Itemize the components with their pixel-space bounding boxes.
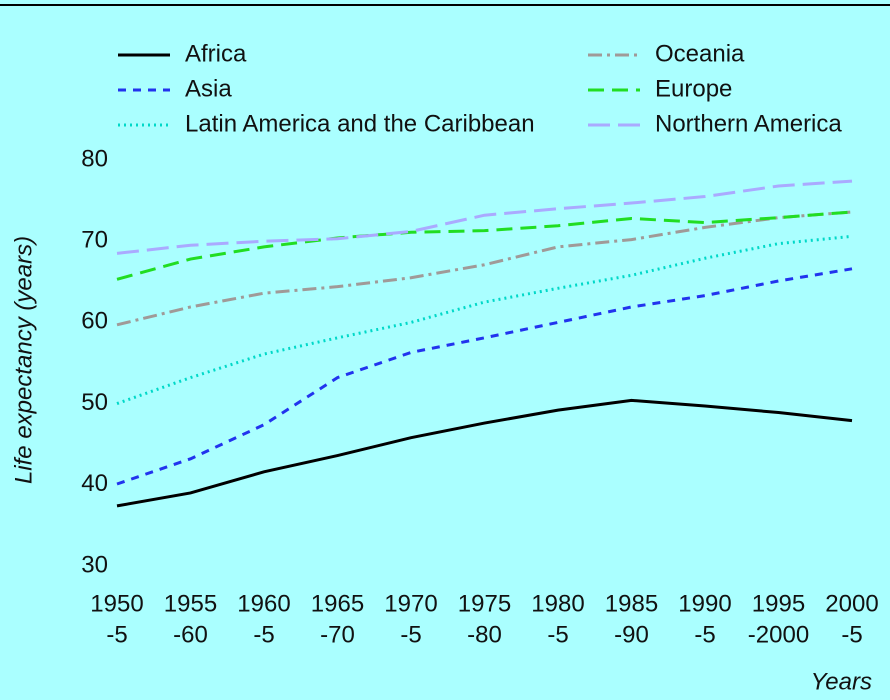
x-tick-label: 1970	[384, 590, 437, 617]
x-tick-label: -90	[614, 621, 649, 648]
legend-label: Oceania	[655, 40, 745, 67]
y-tick-label: 80	[81, 145, 108, 172]
x-tick-label: -5	[106, 621, 127, 648]
series-line	[116, 234, 853, 406]
x-tick-label: 2000	[825, 590, 878, 617]
x-tick-label: -70	[320, 621, 355, 648]
series-line	[116, 398, 853, 508]
y-tick-label: 30	[81, 551, 108, 578]
series-line	[116, 210, 853, 327]
legend-label: Europe	[655, 75, 732, 102]
x-tick-label: -60	[173, 621, 208, 648]
x-tick-label: -5	[253, 621, 274, 648]
series-line	[116, 267, 853, 486]
x-tick-label: 1960	[237, 590, 290, 617]
legend-label: Africa	[185, 40, 247, 67]
x-tick-label: 1955	[164, 590, 217, 617]
x-tick-label: 1990	[678, 590, 731, 617]
y-tick-label: 70	[81, 227, 108, 254]
legend-label: Asia	[185, 75, 232, 102]
x-tick-label: -5	[841, 621, 862, 648]
y-tick-label: 60	[81, 308, 108, 335]
y-tick-label: 40	[81, 470, 108, 497]
x-tick-label: 1985	[605, 590, 658, 617]
x-tick-label: -5	[694, 621, 715, 648]
y-tick-label: 50	[81, 389, 108, 416]
x-tick-label: -5	[400, 621, 421, 648]
x-tick-label: -2000	[748, 621, 809, 648]
legend-label: Latin America and the Caribbean	[185, 110, 535, 137]
y-axis-label: Life expectancy (years)	[10, 236, 37, 484]
x-tick-label: -80	[467, 621, 502, 648]
x-tick-label: 1995	[752, 590, 805, 617]
series-line	[116, 179, 853, 255]
x-tick-label: 1950	[90, 590, 143, 617]
x-tick-label: 1965	[311, 590, 364, 617]
x-axis-label: Years	[811, 668, 872, 695]
x-tick-label: 1975	[458, 590, 511, 617]
x-tick-label: -5	[547, 621, 568, 648]
series-line	[116, 210, 853, 281]
x-tick-label: 1980	[531, 590, 584, 617]
legend-label: Northern America	[655, 110, 842, 137]
